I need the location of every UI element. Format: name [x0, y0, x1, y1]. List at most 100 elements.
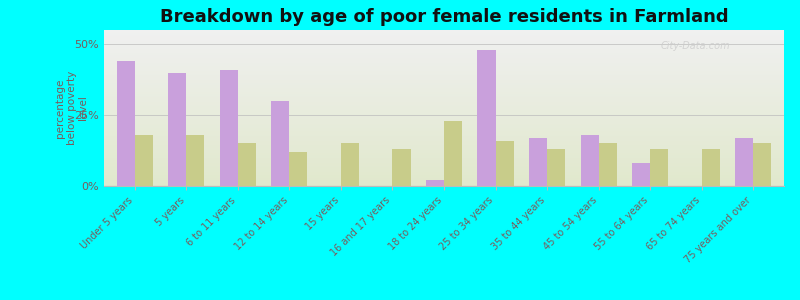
Bar	[104, 82, 784, 83]
Bar	[650, 149, 668, 186]
Bar	[104, 150, 784, 152]
Bar	[104, 144, 784, 146]
Bar	[104, 133, 784, 134]
Bar	[104, 161, 784, 163]
Bar	[104, 178, 784, 180]
Bar	[104, 46, 784, 47]
Bar	[104, 85, 784, 86]
Bar	[104, 146, 784, 147]
Bar	[104, 91, 784, 92]
Bar	[104, 134, 784, 136]
Bar	[186, 135, 205, 186]
Bar	[104, 80, 784, 82]
Bar	[104, 92, 784, 94]
Bar	[104, 33, 784, 35]
Bar	[735, 138, 753, 186]
Bar	[495, 141, 514, 186]
Bar	[104, 160, 784, 161]
Bar	[104, 114, 784, 116]
Bar	[104, 180, 784, 181]
Bar	[104, 181, 784, 183]
Bar	[426, 180, 444, 186]
Bar	[104, 141, 784, 142]
Bar	[104, 60, 784, 61]
Bar	[104, 121, 784, 122]
Bar	[104, 75, 784, 77]
Bar	[168, 73, 186, 186]
Bar	[104, 169, 784, 170]
Bar	[104, 41, 784, 43]
Bar	[104, 127, 784, 128]
Bar	[444, 121, 462, 186]
Bar	[529, 138, 547, 186]
Bar	[104, 103, 784, 105]
Bar	[104, 100, 784, 102]
Bar	[104, 158, 784, 160]
Bar	[104, 142, 784, 144]
Bar	[632, 163, 650, 186]
Bar	[581, 135, 598, 186]
Bar	[104, 156, 784, 158]
Bar	[104, 72, 784, 74]
Bar	[104, 113, 784, 114]
Bar	[135, 135, 153, 186]
Bar	[104, 148, 784, 150]
Bar	[104, 99, 784, 100]
Bar	[104, 105, 784, 106]
Bar	[104, 130, 784, 131]
Bar	[104, 49, 784, 50]
Bar	[393, 149, 410, 186]
Bar	[104, 110, 784, 111]
Bar	[104, 175, 784, 177]
Bar	[104, 183, 784, 184]
Bar	[104, 147, 784, 148]
Bar	[104, 139, 784, 141]
Bar	[104, 36, 784, 38]
Bar	[104, 173, 784, 175]
Bar	[598, 143, 617, 186]
Bar	[104, 95, 784, 97]
Bar	[104, 53, 784, 55]
Bar	[104, 44, 784, 46]
Bar	[104, 131, 784, 133]
Bar	[104, 66, 784, 68]
Text: City-Data.com: City-Data.com	[661, 41, 730, 51]
Bar	[104, 167, 784, 169]
Bar	[104, 63, 784, 64]
Bar	[104, 97, 784, 99]
Bar	[104, 86, 784, 88]
Bar	[104, 116, 784, 117]
Bar	[104, 119, 784, 121]
Bar	[104, 47, 784, 49]
Bar	[104, 43, 784, 44]
Bar	[104, 52, 784, 53]
Bar	[104, 88, 784, 89]
Bar	[104, 106, 784, 108]
Bar	[104, 163, 784, 164]
Bar	[104, 61, 784, 63]
Bar	[104, 55, 784, 56]
Bar	[104, 77, 784, 78]
Bar	[104, 38, 784, 39]
Bar	[104, 30, 784, 31]
Bar	[104, 56, 784, 58]
Bar	[104, 89, 784, 91]
Bar	[104, 68, 784, 69]
Bar	[104, 78, 784, 80]
Bar	[104, 32, 784, 33]
Bar	[104, 128, 784, 130]
Bar	[104, 94, 784, 95]
Bar	[104, 152, 784, 153]
Bar	[702, 149, 720, 186]
Bar	[104, 83, 784, 85]
Bar	[104, 117, 784, 119]
Bar	[104, 35, 784, 36]
Bar	[104, 164, 784, 166]
Bar	[104, 108, 784, 110]
Bar	[547, 149, 565, 186]
Bar	[104, 39, 784, 41]
Y-axis label: percentage
below poverty
level: percentage below poverty level	[55, 71, 88, 145]
Bar	[104, 138, 784, 139]
Bar	[290, 152, 307, 186]
Bar	[104, 50, 784, 52]
